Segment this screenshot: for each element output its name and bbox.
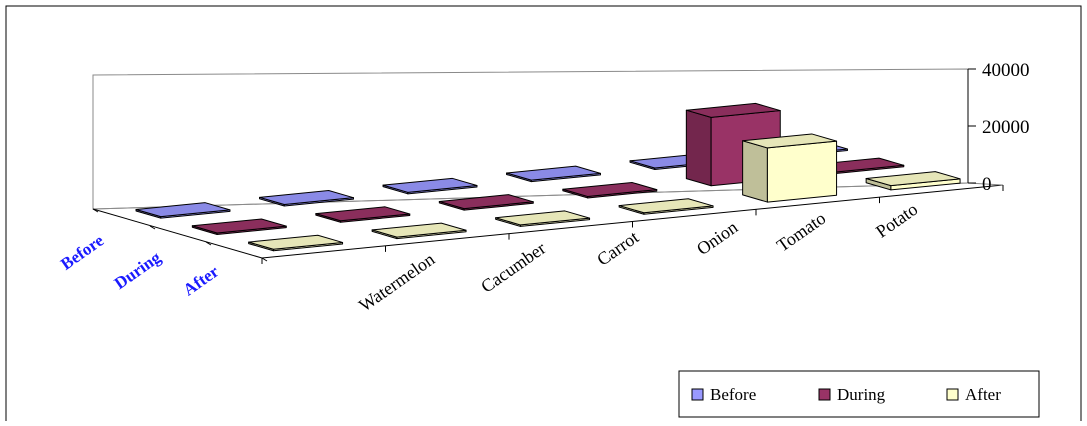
y-tick-label: 20000 xyxy=(982,117,1030,138)
y-tick-label: 40000 xyxy=(982,60,1030,81)
bar-side-face xyxy=(743,141,768,202)
legend-label-after: After xyxy=(965,385,1001,404)
bar-side-face xyxy=(686,110,711,186)
legend-swatch-after xyxy=(947,389,958,400)
bar-after-tomato xyxy=(743,134,837,202)
y-tick-label: 0 xyxy=(982,174,992,195)
legend-label-before: Before xyxy=(710,385,756,404)
legend-swatch-before xyxy=(692,389,703,400)
legend: Before During After xyxy=(679,371,1039,417)
bar-front-face xyxy=(767,141,836,202)
legend-swatch-during xyxy=(819,389,830,400)
legend-label-during: During xyxy=(837,385,886,404)
